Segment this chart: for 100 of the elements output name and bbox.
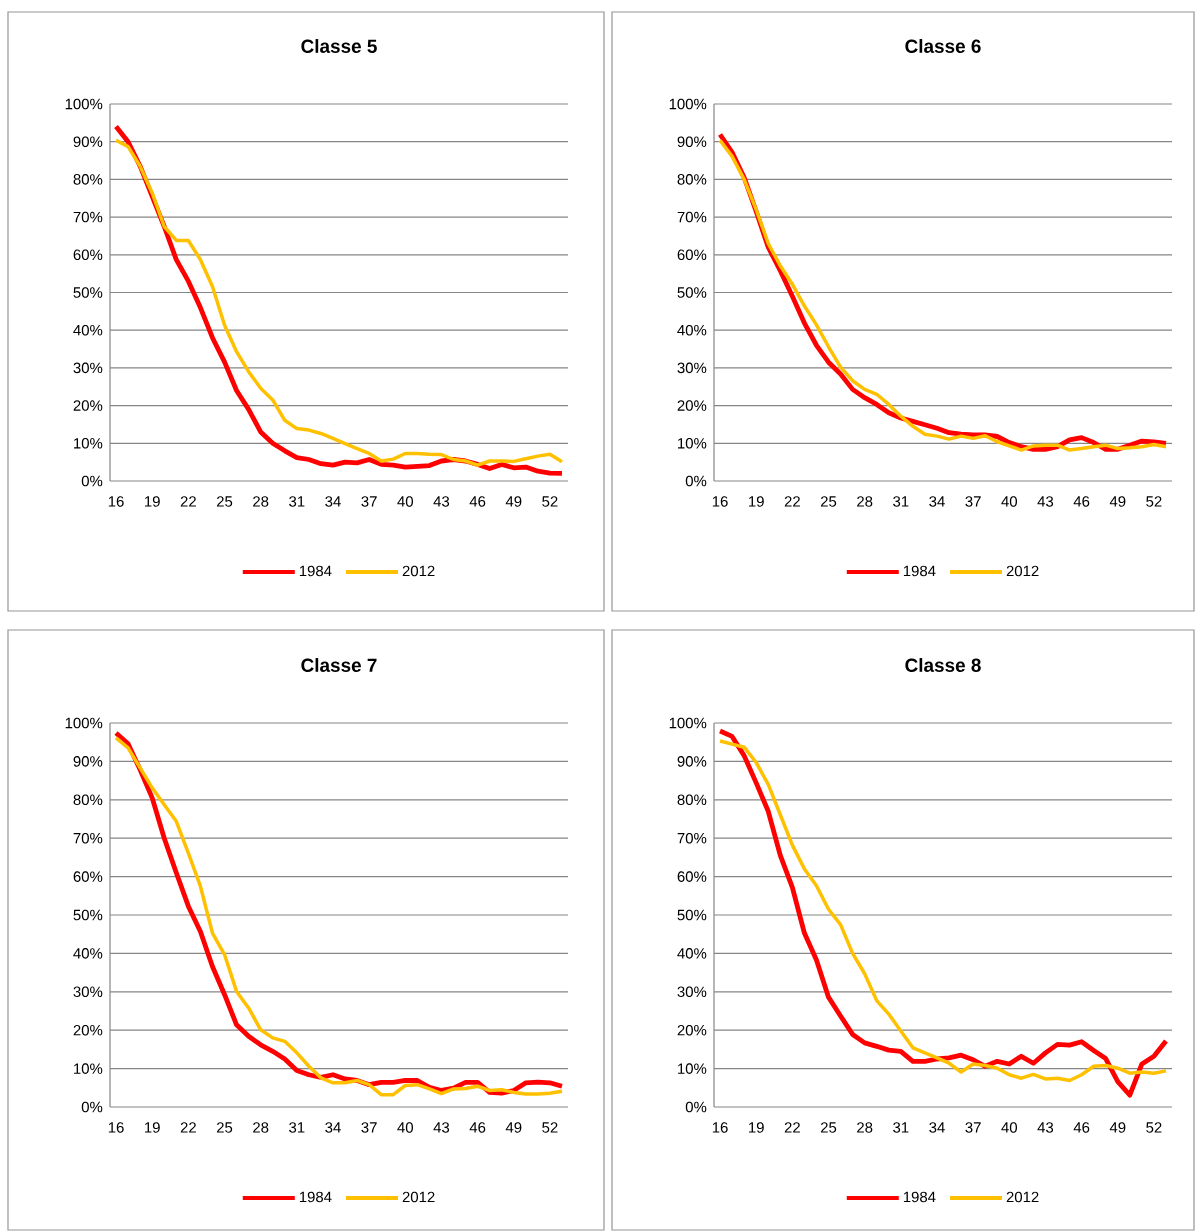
x-tick-label: 16 (108, 496, 124, 507)
y-tick-label: 60% (73, 249, 103, 261)
x-tick-label: 52 (542, 496, 558, 507)
x-tick-label: 22 (784, 1122, 800, 1133)
y-tick-label: 50% (677, 287, 707, 298)
y-tick-label: 80% (677, 174, 707, 185)
x-tick-label: 28 (253, 496, 269, 507)
y-tick-label: 70% (73, 211, 103, 223)
x-tick-label: 28 (857, 496, 873, 507)
x-tick-label: 49 (505, 1122, 522, 1133)
y-tick-label: 50% (677, 909, 707, 921)
y-tick-label: 90% (73, 756, 103, 767)
y-tick-label: 80% (73, 794, 103, 806)
y-tick-label: 0% (685, 475, 707, 487)
y-tick-label: 20% (677, 400, 707, 411)
x-tick-label: 31 (893, 1122, 909, 1133)
x-tick-label: 46 (469, 1122, 486, 1133)
y-tick-label: 80% (677, 794, 707, 806)
x-tick-label: 25 (820, 496, 837, 507)
x-tick-label: 43 (1037, 1122, 1054, 1133)
y-tick-label: 100% (65, 717, 103, 729)
x-tick-label: 37 (361, 496, 377, 507)
legend-label: 1984 (903, 565, 936, 577)
y-tick-label: 90% (73, 136, 103, 147)
legend-label: 1984 (299, 1191, 332, 1203)
y-tick-label: 70% (677, 211, 707, 223)
x-tick-label: 49 (1109, 1122, 1126, 1133)
x-tick-label: 31 (289, 496, 305, 507)
x-tick-label: 52 (1146, 496, 1162, 507)
x-tick-label: 22 (180, 496, 196, 507)
y-tick-label: 70% (677, 832, 707, 844)
chart-title: Classe 5 (301, 39, 377, 53)
y-tick-label: 10% (678, 1063, 707, 1074)
y-tick-label: 10% (74, 1063, 103, 1074)
x-tick-label: 19 (145, 496, 160, 507)
x-tick-label: 46 (469, 496, 486, 507)
y-tick-label: 90% (677, 136, 707, 147)
x-tick-label: 31 (289, 1122, 305, 1133)
x-tick-label: 43 (433, 1122, 450, 1133)
y-tick-label: 40% (677, 948, 707, 959)
y-tick-label: 40% (73, 324, 103, 336)
x-tick-label: 49 (1109, 496, 1126, 507)
x-tick-label: 46 (1073, 496, 1090, 507)
x-tick-label: 40 (397, 1122, 414, 1133)
x-tick-label: 16 (108, 1122, 124, 1133)
x-tick-label: 40 (1001, 1122, 1018, 1133)
y-tick-label: 10% (74, 437, 103, 449)
x-tick-label: 25 (216, 1122, 233, 1133)
legend-label: 2012 (402, 565, 435, 577)
x-tick-label: 34 (325, 496, 341, 507)
y-tick-label: 20% (73, 400, 103, 411)
chart-title: Classe 7 (301, 658, 377, 672)
y-tick-label: 30% (677, 362, 707, 374)
legend-label: 2012 (402, 1191, 435, 1203)
legend-label: 1984 (299, 565, 332, 577)
x-tick-label: 16 (712, 496, 728, 507)
y-tick-label: 30% (73, 986, 103, 998)
y-tick-label: 90% (677, 756, 707, 767)
y-tick-label: 100% (65, 98, 103, 110)
y-tick-label: 60% (677, 249, 707, 261)
y-tick-label: 50% (73, 909, 103, 921)
x-tick-label: 40 (1001, 496, 1018, 507)
y-tick-label: 100% (669, 98, 707, 110)
y-tick-label: 20% (677, 1024, 707, 1036)
x-tick-label: 28 (253, 1122, 269, 1133)
y-tick-label: 0% (81, 475, 103, 487)
y-tick-label: 30% (677, 986, 707, 998)
x-tick-label: 37 (361, 1122, 377, 1133)
x-tick-label: 43 (1037, 496, 1054, 507)
y-tick-label: 30% (73, 362, 103, 374)
y-tick-label: 70% (73, 832, 103, 844)
x-tick-label: 16 (712, 1122, 728, 1133)
y-tick-label: 60% (677, 871, 707, 882)
x-tick-label: 25 (820, 1122, 837, 1133)
y-tick-label: 80% (73, 174, 103, 185)
x-tick-label: 52 (542, 1122, 558, 1133)
x-tick-label: 37 (965, 1122, 981, 1133)
legend-label: 2012 (1006, 1191, 1039, 1203)
x-tick-label: 46 (1073, 1122, 1090, 1133)
x-tick-label: 19 (749, 1122, 764, 1133)
y-tick-label: 20% (73, 1024, 103, 1036)
x-tick-label: 49 (505, 496, 522, 507)
legend-label: 1984 (903, 1191, 936, 1203)
x-tick-label: 52 (1146, 1122, 1162, 1133)
y-tick-label: 100% (669, 717, 707, 729)
x-tick-label: 43 (433, 496, 450, 507)
y-tick-label: 0% (685, 1101, 707, 1113)
x-tick-label: 19 (749, 496, 764, 507)
x-tick-label: 34 (325, 1122, 341, 1133)
chart-title: Classe 8 (905, 658, 981, 672)
x-tick-label: 34 (929, 1122, 945, 1133)
chart-title: Classe 6 (905, 39, 981, 53)
y-tick-label: 50% (73, 287, 103, 298)
y-tick-label: 0% (81, 1101, 103, 1113)
y-tick-label: 60% (73, 871, 103, 882)
legend-label: 2012 (1006, 565, 1039, 577)
x-tick-label: 22 (784, 496, 800, 507)
x-tick-label: 19 (145, 1122, 160, 1133)
x-tick-label: 28 (857, 1122, 873, 1133)
x-tick-label: 40 (397, 496, 414, 507)
